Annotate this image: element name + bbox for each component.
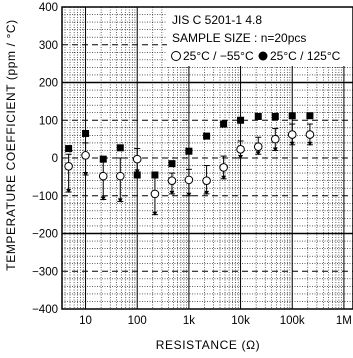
filled-square-point bbox=[65, 145, 73, 153]
open-circle-point bbox=[219, 163, 228, 172]
error-bar-arrow bbox=[204, 190, 210, 195]
x-tick-label: 10k bbox=[231, 315, 250, 327]
x-axis-title: RESISTANCE (Ω) bbox=[156, 338, 261, 352]
filled-square-point bbox=[271, 112, 279, 120]
error-bar-arrow bbox=[134, 169, 140, 174]
x-tick-label: 100 bbox=[128, 315, 147, 327]
error-bar-arrow bbox=[272, 147, 278, 152]
open-circle-point bbox=[184, 175, 194, 185]
open-circle-point bbox=[287, 130, 297, 139]
open-circle-point bbox=[253, 142, 263, 151]
annotation-line-2: SAMPLE SIZE : n=20pcs bbox=[172, 31, 306, 45]
error-bar-arrow bbox=[186, 192, 192, 197]
legend-label-series-2: 25°C / 125°C bbox=[270, 49, 341, 63]
open-circle-point bbox=[236, 145, 245, 154]
error-bar-arrow bbox=[83, 171, 89, 176]
filled-square-point bbox=[220, 120, 228, 128]
tick-labels: 400 300 200 100 0 −100 −200 −300 −400 10 100 1k 10k 1… bbox=[32, 2, 352, 327]
y-tick-label: 200 bbox=[39, 78, 58, 90]
open-circle-point bbox=[98, 171, 108, 181]
error-bar-arrow bbox=[289, 141, 295, 146]
open-circle-point bbox=[64, 162, 73, 171]
y-tick-label: −200 bbox=[32, 229, 58, 241]
y-tick-label: −100 bbox=[32, 191, 58, 203]
filled-square-point bbox=[133, 171, 141, 179]
x-tick-label: 1k bbox=[183, 315, 195, 327]
error-bar-arrow bbox=[66, 188, 72, 193]
legend: JIS C 5201-1 4.8 SAMPLE SIZE : n=20pcs 2… bbox=[167, 7, 353, 66]
filled-square-point bbox=[99, 155, 107, 163]
open-circle-point bbox=[167, 176, 177, 185]
open-circle-point bbox=[81, 151, 90, 160]
error-bar-arrow bbox=[169, 190, 175, 195]
y-tick-label: −400 bbox=[32, 304, 58, 316]
open-circle-point bbox=[115, 171, 125, 181]
filled-square-point bbox=[306, 112, 314, 120]
filled-square-point bbox=[254, 112, 262, 120]
x-tick-label: 10 bbox=[79, 315, 92, 327]
legend-label-series-1: 25°C / −55°C bbox=[183, 49, 254, 63]
annotation-line-1: JIS C 5201-1 4.8 bbox=[172, 13, 262, 27]
error-bar-arrow bbox=[255, 151, 261, 156]
data-marks bbox=[64, 112, 315, 216]
filled-square-point bbox=[82, 129, 90, 137]
filled-square-point bbox=[116, 144, 124, 152]
open-circle-point bbox=[132, 154, 142, 164]
x-tick-label: 1M bbox=[336, 315, 352, 327]
error-bar-arrow bbox=[238, 155, 244, 159]
legend-open-circle-marker bbox=[171, 51, 181, 61]
filled-square-point bbox=[237, 116, 245, 124]
y-tick-label: 0 bbox=[52, 153, 58, 165]
filled-square-point bbox=[288, 112, 296, 120]
open-circle-point bbox=[150, 189, 160, 199]
y-tick-label: 400 bbox=[39, 2, 58, 14]
y-tick-label: 300 bbox=[39, 40, 58, 52]
error-bar-arrow bbox=[152, 211, 158, 216]
error-bar-arrow bbox=[221, 175, 227, 180]
error-bar-arrow bbox=[100, 196, 106, 201]
filled-square-point bbox=[168, 160, 176, 168]
y-tick-label: 100 bbox=[39, 115, 58, 127]
filled-square-point bbox=[203, 132, 211, 140]
x-tick-label: 100k bbox=[280, 315, 305, 327]
y-axis-title: TEMPERATURE COEFFICIENT (ppm / °C) bbox=[4, 19, 18, 270]
legend-filled-circle-marker bbox=[258, 51, 268, 61]
plot-frame bbox=[61, 6, 353, 310]
open-circle-point bbox=[202, 176, 211, 185]
error-bar-arrow bbox=[307, 141, 313, 146]
y-tick-label: −300 bbox=[32, 266, 58, 278]
open-circle-point bbox=[270, 134, 280, 144]
filled-square-point bbox=[151, 171, 159, 179]
filled-square-point bbox=[185, 147, 193, 155]
error-bar-arrow bbox=[117, 198, 123, 203]
open-circle-point bbox=[305, 130, 315, 139]
